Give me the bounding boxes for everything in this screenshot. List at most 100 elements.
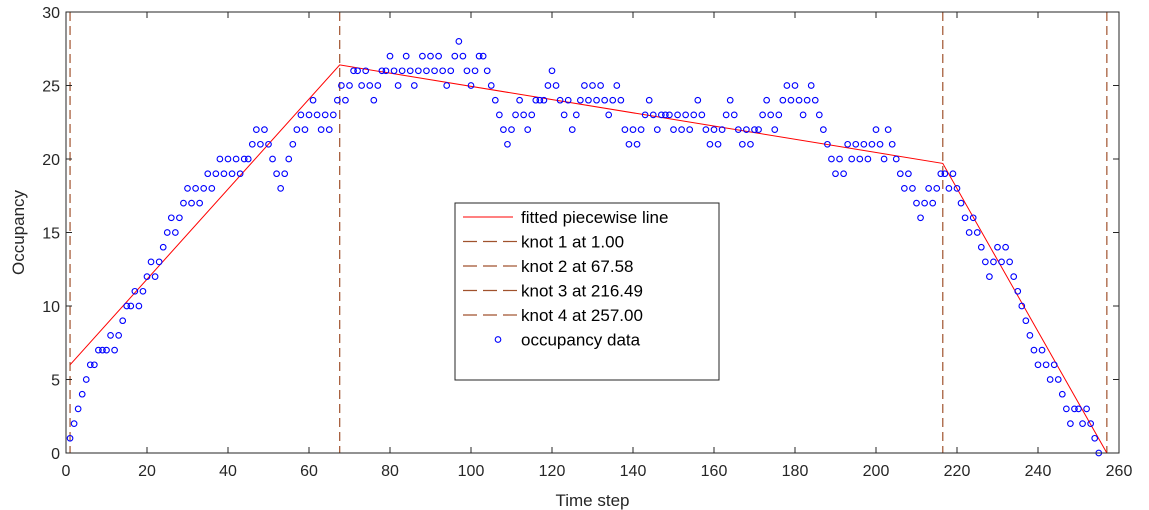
legend-label: knot 4 at 257.00: [521, 306, 643, 325]
data-point: [204, 170, 212, 178]
data-point: [986, 273, 993, 280]
data-point: [131, 287, 139, 295]
data-point: [937, 170, 945, 178]
y-tick-label: 10: [42, 299, 60, 316]
data-point: [795, 96, 803, 104]
data-point: [111, 346, 118, 354]
data-point: [791, 82, 799, 89]
data-point: [710, 126, 718, 133]
data-point: [366, 82, 374, 89]
data-point: [394, 82, 402, 89]
data-point: [232, 155, 240, 163]
data-point: [277, 185, 285, 192]
data-point: [491, 96, 499, 104]
data-point: [953, 185, 961, 192]
data-point: [151, 273, 159, 280]
data-point: [961, 214, 969, 222]
data-point: [370, 96, 378, 104]
data-point: [1046, 376, 1054, 383]
data-point: [70, 420, 78, 427]
data-point: [216, 155, 224, 163]
data-point: [625, 140, 633, 148]
data-point: [905, 170, 912, 178]
data-point: [738, 140, 746, 148]
data-point: [443, 82, 451, 89]
legend-swatch-marker: [494, 336, 502, 343]
data-point: [799, 111, 807, 119]
data-point: [1050, 361, 1058, 369]
data-point: [864, 155, 872, 163]
data-point: [767, 111, 775, 119]
data-point: [872, 126, 880, 133]
data-point: [487, 82, 495, 89]
data-point: [698, 111, 706, 119]
x-tick-labels: 0 20 40 60 80 100 120 140 160 180 200 220 240 260: [62, 463, 1133, 480]
data-point: [1083, 405, 1090, 413]
data-point: [406, 67, 414, 75]
legend: fitted piecewise line knot 1 at 1.00 knot …: [454, 202, 720, 381]
data-point: [220, 170, 228, 178]
data-point: [382, 67, 390, 75]
data-point: [297, 111, 305, 119]
data-point: [969, 214, 977, 222]
data-point: [552, 82, 560, 89]
data-point: [103, 346, 110, 354]
data-point: [244, 155, 252, 163]
data-point: [479, 52, 487, 60]
data-point: [325, 126, 333, 133]
data-point: [913, 199, 920, 207]
data-point: [346, 82, 353, 89]
data-point: [576, 96, 584, 104]
data-point: [289, 140, 297, 148]
data-point: [597, 82, 604, 89]
data-point: [66, 434, 74, 442]
data-point: [163, 229, 171, 236]
data-point: [192, 185, 199, 192]
data-point: [998, 258, 1005, 266]
data-point: [285, 155, 293, 163]
data-point: [354, 67, 361, 75]
data-point: [1026, 332, 1034, 339]
data-point: [1054, 376, 1062, 383]
data-point: [475, 52, 483, 60]
data-point: [556, 96, 564, 104]
data-point: [653, 126, 661, 133]
data-point: [471, 67, 479, 75]
x-tick-label: 60: [300, 463, 318, 480]
data-point: [613, 82, 621, 89]
data-point: [1079, 420, 1086, 427]
data-point: [657, 111, 665, 119]
data-point: [224, 155, 232, 163]
y-tick-label: 0: [51, 446, 60, 463]
data-point: [585, 96, 592, 104]
data-point: [1038, 346, 1046, 354]
x-tick-label: 0: [62, 463, 71, 480]
data-point: [496, 111, 503, 119]
data-point: [123, 302, 131, 310]
data-point: [155, 258, 163, 266]
x-tick-label: 240: [1025, 463, 1052, 480]
data-point: [880, 155, 888, 163]
x-tick-label: 40: [219, 463, 237, 480]
x-tick-label: 80: [381, 463, 399, 480]
data-point: [807, 82, 815, 89]
data-point: [281, 170, 289, 178]
data-point: [1071, 405, 1078, 413]
data-point: [945, 185, 953, 192]
data-point: [819, 126, 827, 133]
data-point: [200, 185, 208, 192]
data-point: [321, 111, 329, 119]
data-point: [957, 199, 965, 207]
data-point: [909, 185, 916, 192]
x-tick-label: 180: [782, 463, 809, 480]
data-point: [1058, 390, 1066, 398]
data-point: [803, 96, 811, 104]
data-point: [678, 126, 685, 133]
data-point: [548, 67, 556, 75]
data-point: [544, 82, 552, 89]
y-tick-label: 20: [42, 152, 60, 169]
data-point: [119, 317, 127, 325]
data-point: [334, 96, 341, 104]
data-point: [386, 52, 394, 60]
legend-box: [454, 202, 720, 381]
